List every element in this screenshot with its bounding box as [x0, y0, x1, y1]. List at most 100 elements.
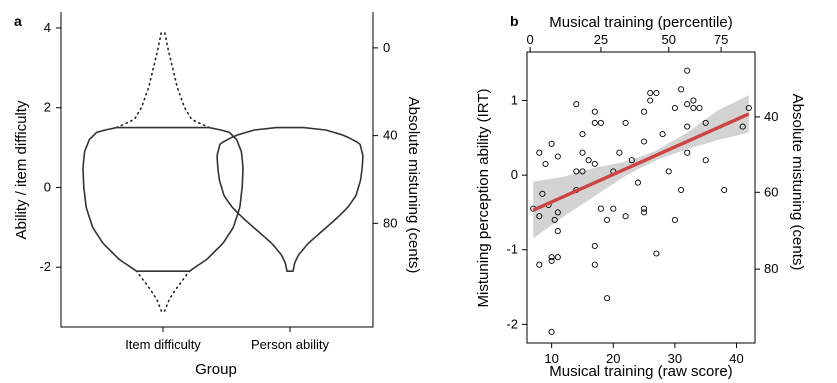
- scatter-point: [641, 138, 648, 145]
- scatter-point: [548, 257, 555, 264]
- violin-tail-item-difficulty: [163, 31, 211, 129]
- scatter-point: [579, 149, 586, 156]
- x-tick-label-30: 30: [668, 351, 682, 366]
- y-right-tick-label-80: 80: [383, 215, 397, 230]
- panel-a-axes-frame: [60, 12, 374, 328]
- x-top-tick-label-75: 75: [714, 32, 728, 47]
- scatter-point: [591, 261, 598, 268]
- scatter-point: [616, 149, 623, 156]
- violin-tail-item-difficulty: [135, 270, 163, 312]
- y-tick-label-0: 0: [44, 179, 51, 194]
- scatter-point: [554, 254, 561, 261]
- scatter-point: [610, 205, 617, 212]
- scatter-point: [536, 261, 543, 268]
- violin-item-difficulty: [82, 126, 244, 272]
- scatter-point: [678, 186, 685, 194]
- x-tick-label-10: 10: [544, 351, 558, 366]
- y-tick-label-2: -2: [506, 316, 518, 331]
- scatter-point: [739, 123, 746, 130]
- scatter-point: [641, 205, 648, 212]
- scatter-point: [591, 160, 598, 167]
- violins: [82, 31, 364, 312]
- scatter-point: [696, 104, 703, 112]
- y-right-tick-label-40: 40: [764, 109, 778, 124]
- scatter-point: [702, 157, 709, 164]
- scatter-point: [604, 216, 611, 223]
- x-tick-label-person-ability: Person ability: [251, 337, 330, 352]
- x-axis-label: Group: [195, 361, 237, 378]
- scatter-point: [573, 101, 580, 108]
- x-tick-label-20: 20: [606, 351, 620, 366]
- scatter-point: [579, 131, 586, 138]
- scatter-point: [641, 209, 648, 216]
- scatter-point: [684, 149, 691, 156]
- scatter-point: [678, 86, 685, 93]
- y-axis-label: Ability / item difficulty: [13, 100, 30, 239]
- scatter-point: [653, 89, 660, 97]
- y-tick-label-0: 0: [511, 167, 518, 182]
- scatter-point: [622, 213, 629, 220]
- scatter-point: [597, 119, 604, 126]
- y-tick-label-2: 2: [44, 100, 51, 115]
- y-tick-label-2: -2: [39, 259, 51, 274]
- x-top-tick-label-0: 0: [526, 32, 533, 47]
- panel-a: -2 0 2 4 0 40 80 Item difficulty Person abilit…: [13, 12, 422, 378]
- fit-line: [532, 112, 750, 212]
- scatter-point: [604, 295, 611, 302]
- panel-b: 10 20 30 40 0 25 50 75 -2 -1 0 1 40 60 80 Musical t…: [475, 14, 806, 380]
- y-right-tick-label-60: 60: [764, 184, 778, 199]
- panel-b-axes-frame: [526, 51, 756, 344]
- violin-person-ability: [216, 126, 364, 272]
- scatter-point: [591, 242, 598, 250]
- confidence-band-group: [533, 95, 749, 239]
- x-axis-top-label: Musical training (percentile): [549, 14, 732, 31]
- scatter-point: [647, 89, 654, 97]
- scatter-point: [653, 250, 660, 257]
- x-tick-label-40: 40: [729, 351, 743, 366]
- y-axis-label: Mistuning perception ability (IRT): [475, 89, 492, 308]
- scatter-point: [591, 119, 598, 126]
- scatter-point: [721, 186, 728, 194]
- scatter-point: [628, 157, 635, 164]
- scatter-point: [536, 213, 543, 220]
- x-axis: Item difficulty Person ability: [125, 327, 330, 352]
- scatter-point: [551, 216, 558, 223]
- x-axis-top: 0 25 50 75: [526, 32, 728, 52]
- scatter-point: [536, 149, 543, 156]
- y-axis-right: 0 40 80: [373, 40, 397, 230]
- y-tick-label-1: 1: [511, 93, 518, 108]
- scatter-point: [548, 254, 555, 261]
- x-axis-bottom: 10 20 30 40: [544, 343, 744, 366]
- x-axis-label: Musical training (raw score): [549, 363, 732, 380]
- scatter-point: [665, 168, 672, 175]
- y-right-tick-label-0: 0: [383, 40, 390, 55]
- x-top-tick-label-50: 50: [661, 32, 675, 47]
- scatter-point: [554, 153, 561, 160]
- x-top-tick-label-25: 25: [594, 32, 608, 47]
- scatter-point: [684, 123, 691, 130]
- scatter-point: [585, 157, 592, 164]
- scatter-point: [684, 67, 691, 74]
- violin-tail-item-difficulty: [115, 31, 163, 129]
- y-tick-label-1: -1: [506, 242, 518, 257]
- scatter-point: [591, 108, 598, 115]
- violin-tail-item-difficulty: [163, 270, 191, 312]
- scatter-point: [542, 160, 549, 167]
- y-axis-left: -2 -1 0 1: [506, 93, 527, 331]
- scatter-point: [539, 190, 546, 197]
- y-axis-right-label: Absolute mistuning (cents): [405, 97, 422, 274]
- y-right-tick-label-40: 40: [383, 128, 397, 143]
- fit-line-group: [532, 112, 750, 212]
- scatter-point: [634, 179, 641, 186]
- scatter-point: [659, 131, 666, 138]
- scatter-point: [597, 205, 604, 212]
- scatter-point: [573, 168, 580, 175]
- scatter-points: [530, 67, 752, 335]
- scatter-point: [745, 104, 752, 112]
- scatter-point: [641, 108, 648, 115]
- scatter-point: [671, 216, 678, 223]
- scatter-point: [702, 119, 709, 126]
- y-axis-right: 40 60 80: [755, 109, 778, 276]
- scatter-point: [548, 328, 555, 335]
- x-tick-label-item-difficulty: Item difficulty: [125, 337, 201, 352]
